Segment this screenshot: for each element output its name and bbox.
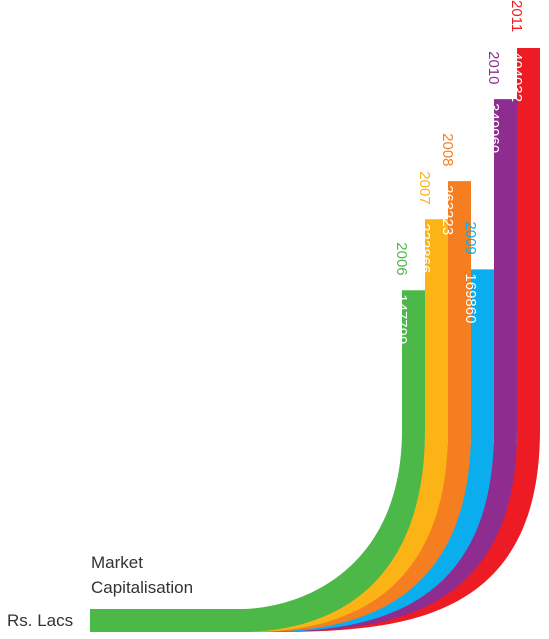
value-label-2007: 222866 bbox=[416, 223, 433, 273]
year-label-2007: 2007 bbox=[416, 171, 433, 204]
year-label-2011: 2011 bbox=[508, 0, 525, 32]
chart-title-line-2: Capitalisation bbox=[91, 578, 194, 597]
chart-title-line-1: Market bbox=[91, 553, 143, 572]
year-label-2008: 2008 bbox=[439, 133, 456, 166]
bar-2007 bbox=[90, 219, 448, 632]
year-label-2010: 2010 bbox=[485, 51, 502, 84]
value-label-2009: 169860 bbox=[462, 273, 479, 323]
labels-group: 404032 2011 349960 2010 169860 2009 263223 2008… bbox=[393, 0, 525, 344]
value-label-2008: 263223 bbox=[439, 185, 456, 235]
value-label-2010: 349960 bbox=[485, 103, 502, 153]
bars-group bbox=[90, 48, 540, 633]
year-label-2009: 2009 bbox=[462, 221, 479, 254]
year-label-2006: 2006 bbox=[393, 242, 410, 275]
value-label-2011: 404032 bbox=[508, 52, 525, 102]
unit-label: Rs. Lacs bbox=[7, 611, 74, 630]
value-label-2006: 147799 bbox=[393, 294, 410, 344]
